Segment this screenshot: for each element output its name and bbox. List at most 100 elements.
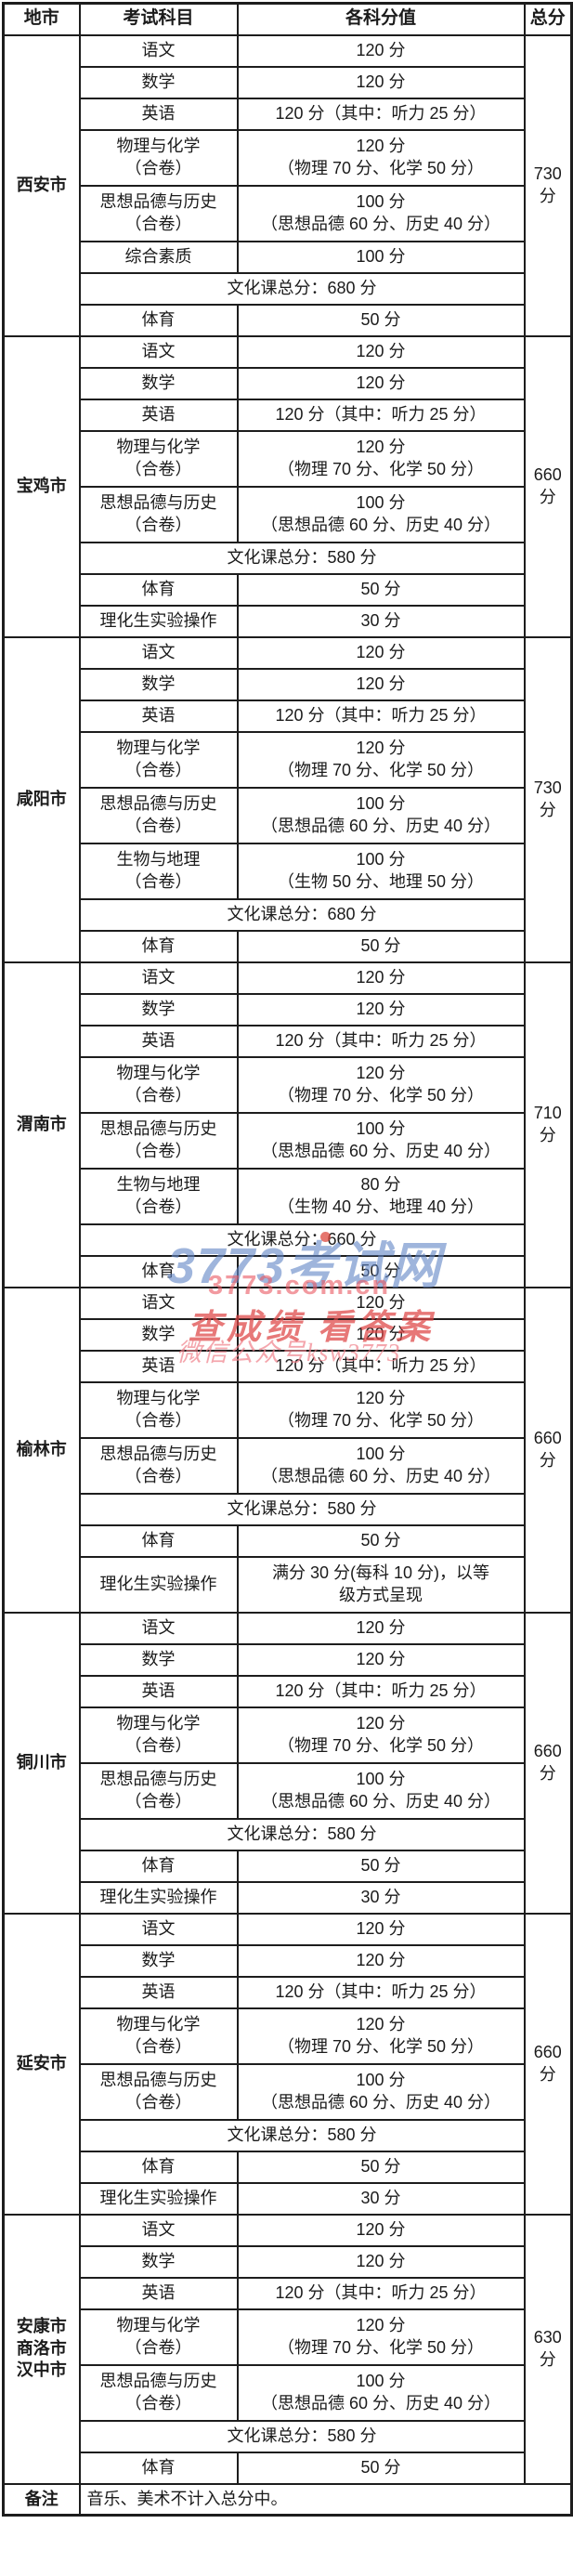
subject-cell: 物理与化学 （合卷） — [78, 429, 239, 488]
value-cell: 满分 30 分(每科 10 分)，以等 级方式呈现 — [236, 1555, 526, 1614]
city-cell: 铜川市 — [2, 1611, 81, 1915]
table-row: 物理与化学 （合卷） 120 分（物理 70 分、化学 50 分） — [4, 1380, 572, 1439]
table-row: 思想品德与历史 （合卷） 100 分（思想品德 60 分、历史 40 分） — [4, 2062, 572, 2121]
table-row: 咸阳市 语文 120 分 730 分 — [2, 635, 573, 963]
table-row: 生物与地理 （合卷） 100 分（生物 50 分、地理 50 分） — [4, 842, 572, 900]
subject-cell: 体育 — [78, 303, 239, 337]
subject-cell: 体育 — [78, 2451, 239, 2485]
subject-cell: 数学 — [78, 1317, 239, 1352]
city-cell: 榆林市 — [2, 1286, 81, 1614]
value-cell: 100 分（思想品德 60 分、历史 40 分） — [236, 2062, 526, 2121]
value-cell: 120 分（其中：听力 25 分） — [236, 699, 526, 733]
header-score: 各科分值 — [236, 2, 526, 36]
value-cell: 120 分 — [236, 1286, 526, 1320]
table-row: 物理与化学 （合卷） 120 分（物理 70 分、化学 50 分） — [4, 2308, 572, 2366]
value-cell: 120 分（物理 70 分、化学 50 分） — [236, 1055, 526, 1114]
value-cell: 100 分（思想品德 60 分、历史 40 分） — [236, 485, 526, 543]
city-cell: 延安市 — [2, 1912, 81, 2216]
table-row: 文化课总分：580 分 — [4, 1817, 572, 1851]
table-row: 安康市 商洛市 汉中市 语文 120 分 630 分 — [2, 2213, 573, 2485]
value-cell: 120 分 — [236, 1642, 526, 1677]
table-row: 物理与化学 （合卷） 120 分（物理 70 分、化学 50 分） — [4, 429, 572, 488]
value-cell: 50 分 — [236, 929, 526, 963]
value-cell: 120 分 — [236, 1317, 526, 1352]
total-cell: 660 分 — [523, 1611, 573, 1915]
value-cell: 120 分（物理 70 分、化学 50 分） — [236, 1380, 526, 1439]
city-cell: 安康市 商洛市 汉中市 — [2, 2213, 81, 2485]
table-row: 数学 120 分 — [4, 992, 572, 1026]
value-cell: 30 分 — [236, 1880, 526, 1915]
value-cell: 120 分（物理 70 分、化学 50 分） — [236, 2007, 526, 2065]
subject-cell: 英语 — [78, 97, 239, 131]
table-row: 数学 120 分 — [4, 65, 572, 99]
subject-cell: 数学 — [78, 992, 239, 1026]
culture-total-cell: 文化课总分：580 分 — [78, 1817, 526, 1851]
table-row: 体育 50 分 — [4, 929, 572, 963]
subject-cell: 物理与化学 （合卷） — [78, 1380, 239, 1439]
table-row: 英语 120 分（其中：听力 25 分） — [4, 97, 572, 131]
table-row: 体育 50 分 — [4, 303, 572, 337]
subject-cell: 数学 — [78, 65, 239, 99]
subject-cell: 理化生实验操作 — [78, 1880, 239, 1915]
value-cell: 100 分（思想品德 60 分、历史 40 分） — [236, 786, 526, 844]
value-cell: 120 分（其中：听力 25 分） — [236, 398, 526, 432]
subject-cell: 体育 — [78, 2150, 239, 2184]
value-cell: 120 分 — [236, 961, 526, 995]
subject-cell: 思想品德与历史 （合卷） — [78, 2363, 239, 2422]
subject-cell: 体育 — [78, 572, 239, 607]
subject-cell: 思想品德与历史 （合卷） — [78, 1436, 239, 1495]
subject-cell: 语文 — [78, 1286, 239, 1320]
table-row: 思想品德与历史 （合卷） 100 分（思想品德 60 分、历史 40 分） — [4, 184, 572, 242]
score-table: 地市 考试科目 各科分值 总分 西安市 语文 120 分 730 分数学 120 分英语 1… — [2, 2, 573, 2517]
subject-cell: 理化生实验操作 — [78, 1555, 239, 1614]
total-cell: 660 分 — [523, 1912, 573, 2216]
subject-cell: 思想品德与历史 （合卷） — [78, 1111, 239, 1170]
table-row: 榆林市 语文 120 分 660 分 — [2, 1286, 573, 1614]
value-cell: 120 分（其中：听力 25 分） — [236, 1024, 526, 1058]
table-row: 物理与化学 （合卷） 120 分（物理 70 分、化学 50 分） — [4, 1706, 572, 1764]
subject-cell: 综合素质 — [78, 240, 239, 274]
value-cell: 120 分（物理 70 分、化学 50 分） — [236, 2308, 526, 2366]
subject-cell: 物理与化学 （合卷） — [78, 128, 239, 187]
table-row: 文化课总分：680 分 — [4, 897, 572, 932]
table-row: 英语 120 分（其中：听力 25 分） — [4, 1975, 572, 2009]
value-cell: 50 分 — [236, 2150, 526, 2184]
value-cell: 100 分 — [236, 240, 526, 274]
value-cell: 120 分 — [236, 1912, 526, 1946]
subject-cell: 英语 — [78, 1975, 239, 2009]
subject-cell: 语文 — [78, 1912, 239, 1946]
total-cell: 730 分 — [523, 635, 573, 963]
subject-cell: 思想品德与历史 （合卷） — [78, 786, 239, 844]
subject-cell: 英语 — [78, 1024, 239, 1058]
culture-total-cell: 文化课总分：680 分 — [78, 271, 526, 306]
subject-cell: 思想品德与历史 （合卷） — [78, 2062, 239, 2121]
total-cell: 710 分 — [523, 961, 573, 1288]
header-subject: 考试科目 — [78, 2, 239, 36]
table-row: 物理与化学 （合卷） 120 分（物理 70 分、化学 50 分） — [4, 1055, 572, 1114]
subject-cell: 生物与地理 （合卷） — [78, 1167, 239, 1225]
score-table-body: 西安市 语文 120 分 730 分数学 120 分英语 120 分（其中：听力 25 分）… — [2, 33, 573, 2485]
value-cell: 120 分（物理 70 分、化学 50 分） — [236, 730, 526, 789]
table-row: 渭南市 语文 120 分 710 分 — [2, 961, 573, 1288]
value-cell: 120 分 — [236, 667, 526, 701]
value-cell: 50 分 — [236, 1849, 526, 1883]
value-cell: 50 分 — [236, 303, 526, 337]
subject-cell: 英语 — [78, 398, 239, 432]
value-cell: 120 分 — [236, 635, 526, 670]
subject-cell: 数学 — [78, 1943, 239, 1978]
value-cell: 120 分 — [236, 1943, 526, 1978]
table-row: 理化生实验操作 30 分 — [4, 604, 572, 638]
value-cell: 100 分（思想品德 60 分、历史 40 分） — [236, 184, 526, 242]
subject-cell: 思想品德与历史 （合卷） — [78, 485, 239, 543]
table-row: 延安市 语文 120 分 660 分 — [2, 1912, 573, 2216]
city-cell: 西安市 — [2, 33, 81, 337]
subject-cell: 数学 — [78, 1642, 239, 1677]
table-row: 物理与化学 （合卷） 120 分（物理 70 分、化学 50 分） — [4, 730, 572, 789]
total-cell: 660 分 — [523, 334, 573, 638]
table-row: 思想品德与历史 （合卷） 100 分（思想品德 60 分、历史 40 分） — [4, 2363, 572, 2422]
culture-total-cell: 文化课总分：580 分 — [78, 2118, 526, 2152]
value-cell: 120 分（物理 70 分、化学 50 分） — [236, 1706, 526, 1764]
subject-cell: 体育 — [78, 1849, 239, 1883]
culture-total-cell: 文化课总分：580 分 — [78, 2419, 526, 2453]
table-row: 英语 120 分（其中：听力 25 分） — [4, 1349, 572, 1383]
